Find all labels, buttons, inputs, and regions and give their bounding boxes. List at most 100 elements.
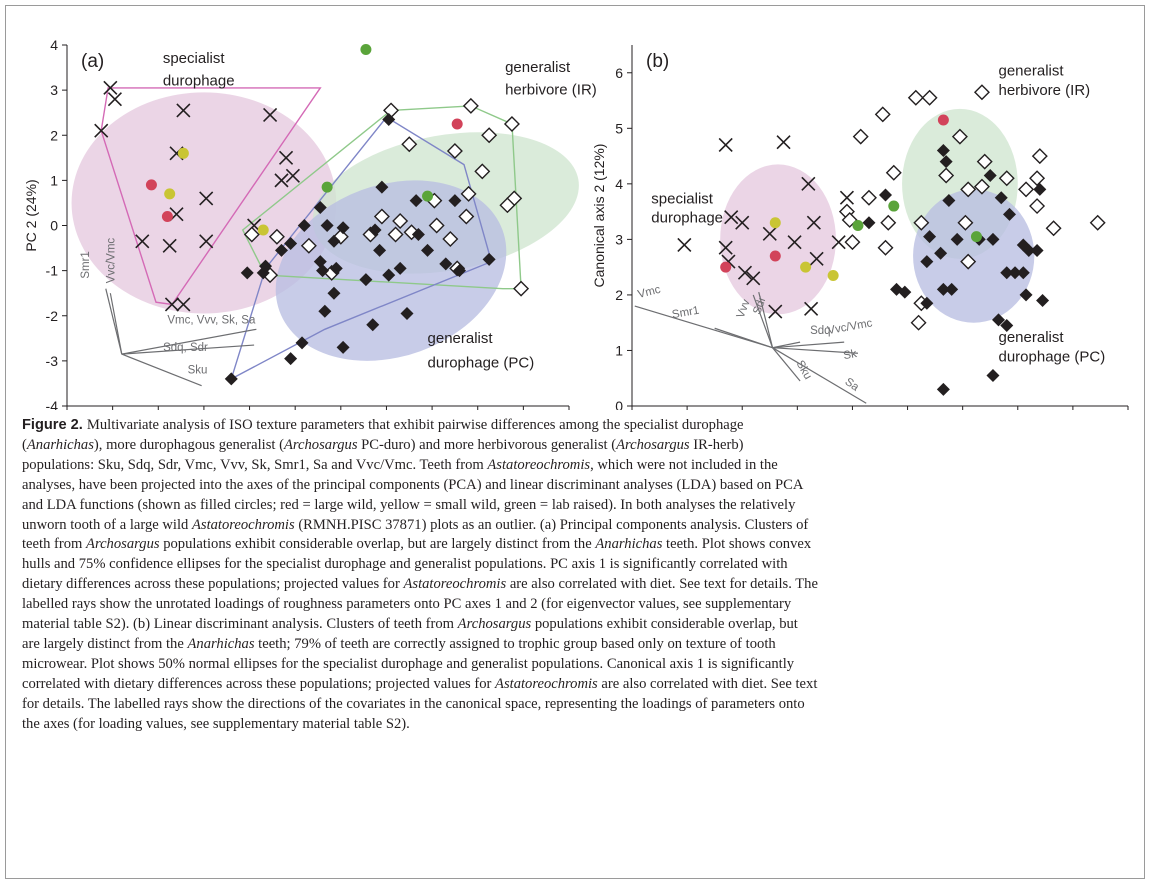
- specialist-point: [718, 240, 733, 255]
- herbivore-point: [1045, 220, 1062, 237]
- specialist-point: [735, 215, 750, 230]
- durophage-point: [923, 230, 937, 244]
- specialist-point: [806, 215, 821, 230]
- loading-ray: [121, 328, 257, 355]
- herbivore-point: [300, 237, 317, 254]
- durophage-point: [879, 188, 893, 202]
- group-label: durophage (PC): [998, 349, 1105, 366]
- caption-line: correlated with dietary differences acro…: [22, 675, 1127, 695]
- durophage-point: [898, 285, 912, 299]
- durophage-point: [986, 232, 1000, 246]
- caption-text: populations exhibit considerable overlap…: [159, 536, 596, 553]
- caption-text: populations: Sku, Sdq, Sdr, Vmc, Vvv, Sk…: [22, 456, 488, 473]
- herbivore-point: [403, 224, 420, 241]
- durophage-point: [1033, 182, 1047, 196]
- durophage-point: [313, 255, 327, 269]
- durophage-point: [382, 268, 396, 282]
- group-label: durophage: [163, 73, 235, 90]
- specialist-point: [162, 238, 177, 253]
- ray-label: Sdr: [751, 295, 768, 316]
- caption-text: (: [22, 436, 27, 453]
- group-label: durophage: [651, 210, 723, 227]
- herbivore-point: [428, 217, 445, 234]
- caption-line: dietary differences across these populat…: [22, 575, 1127, 595]
- loading-ray: [772, 347, 801, 382]
- durophage-point: [1019, 288, 1033, 302]
- herbivore-point: [880, 214, 897, 231]
- ellipse-specialist: [71, 92, 337, 314]
- herbivore-point: [960, 253, 977, 270]
- taxon-name: Anarhichas: [187, 635, 255, 652]
- herbivore-point: [860, 189, 877, 206]
- herbivore-point: [243, 226, 260, 243]
- specialist-point: [746, 271, 761, 286]
- caption-text: and LDA functions (shown as filled circl…: [22, 496, 796, 513]
- caption-text: the axes (for loading values, see supple…: [22, 715, 410, 732]
- durophage-point: [983, 169, 997, 183]
- y-tick-label: -3: [46, 353, 59, 369]
- herbivore-point: [907, 89, 924, 106]
- durophage-point: [452, 264, 466, 278]
- specialist-point: [164, 297, 180, 312]
- durophage-point: [382, 112, 396, 126]
- projected-point-yellow: [769, 217, 781, 229]
- durophage-point: [297, 219, 311, 232]
- herbivore-point: [499, 197, 516, 214]
- specialist-point: [176, 103, 191, 118]
- taxon-name: Archosargus: [283, 436, 358, 453]
- ray-label: Vvc/Vmc: [827, 317, 874, 337]
- herbivore-point: [1029, 198, 1046, 215]
- durophage-point: [1030, 243, 1044, 257]
- caption-text: unworn tooth of a large wild: [22, 516, 192, 533]
- durophage-point: [945, 282, 959, 296]
- projected-point-green: [970, 231, 982, 243]
- durophage-point: [295, 336, 309, 350]
- caption-text: hulls and 75% confidence ellipses for th…: [22, 556, 788, 573]
- caption-text: for details. The labelled rays show the …: [22, 695, 805, 712]
- ray-label: Vvc/Vmc: [105, 238, 117, 284]
- y-axis-title: Canonical axis 2 (12%): [591, 144, 607, 288]
- caption-line: labelled rays show the unrotated loading…: [22, 595, 1127, 615]
- y-tick-label: 3: [50, 82, 58, 98]
- durophage-point: [409, 194, 423, 208]
- specialist-point: [839, 190, 854, 205]
- group-label: herbivore (IR): [998, 82, 1090, 99]
- caption-text: analyses, have been projected into the a…: [22, 476, 804, 493]
- caption-line: are largely distinct from the Anarhichas…: [22, 635, 1127, 655]
- loading-ray: [772, 341, 845, 349]
- herbivore-point: [387, 226, 404, 243]
- herbivore-point: [513, 280, 530, 297]
- durophage-point: [934, 246, 948, 260]
- durophage-point: [1016, 266, 1030, 280]
- caption-text: are largely distinct from the: [22, 635, 188, 652]
- specialist-point: [787, 235, 802, 250]
- specialist-point: [718, 137, 733, 153]
- projected-point-green: [360, 44, 372, 56]
- caption-text: teeth from: [22, 536, 87, 553]
- loading-ray: [121, 353, 202, 387]
- projected-point-yellow: [827, 269, 839, 281]
- herbivore-point: [998, 170, 1015, 187]
- herbivore-point: [268, 228, 285, 245]
- durophage-point: [336, 340, 350, 354]
- herbivore-point: [921, 89, 938, 106]
- caption-line: Figure 2. Multivariate analysis of ISO t…: [22, 416, 1127, 436]
- caption-text: labelled rays show the unrotated loading…: [22, 596, 792, 613]
- loading-ray: [105, 288, 123, 355]
- durophage-point: [482, 252, 496, 266]
- y-tick-label: -1: [46, 263, 59, 279]
- specialist-point: [809, 251, 824, 266]
- durophage-point: [359, 273, 373, 287]
- loading-ray: [772, 347, 858, 354]
- herbivore-point: [973, 84, 990, 101]
- y-tick-label: -2: [46, 308, 59, 324]
- specialist-point: [199, 191, 214, 206]
- y-tick-label: 4: [615, 176, 623, 192]
- y-tick-label: -4: [46, 398, 59, 410]
- ray-label: Vmc, Vvv, Sk, Sa: [167, 314, 256, 326]
- durophage-point: [366, 318, 380, 332]
- ray-label: Smr1: [80, 251, 92, 278]
- taxon-name: Anarhichas: [595, 536, 663, 553]
